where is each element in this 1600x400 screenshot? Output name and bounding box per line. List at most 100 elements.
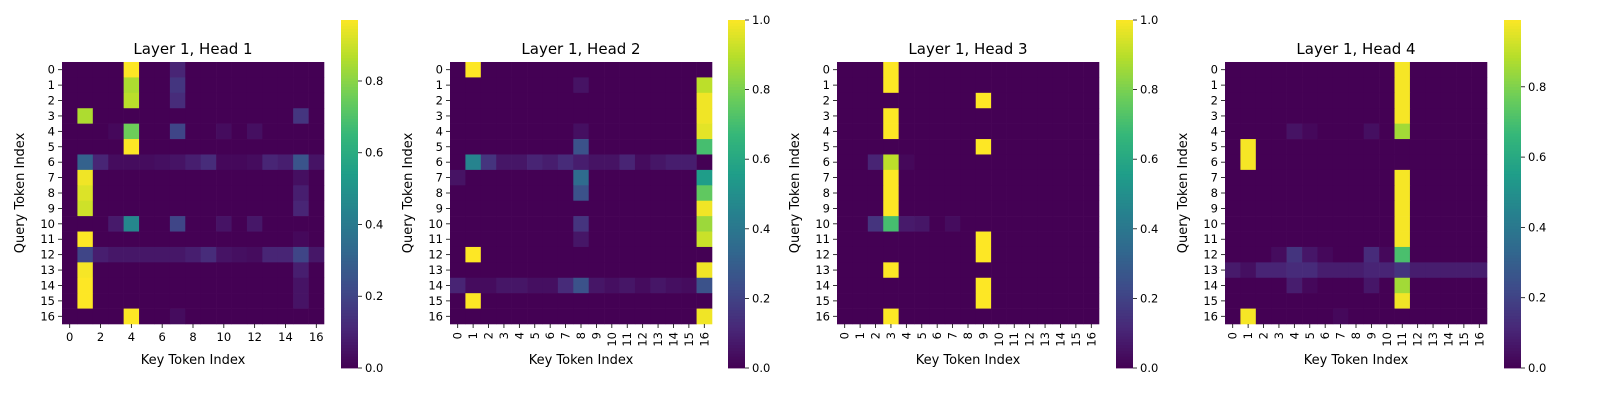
heatmap-cell (480, 62, 497, 78)
heatmap-cell (604, 231, 620, 248)
x-tick-label: 2 (97, 330, 104, 344)
colorbar-segment (1504, 283, 1521, 288)
colorbar-segment (1116, 191, 1133, 195)
heatmap-cell (650, 169, 667, 186)
heatmap-cell (1440, 185, 1457, 201)
heatmap-cell (1006, 169, 1023, 186)
heatmap-cell (619, 293, 636, 309)
heatmap-cell (883, 154, 899, 171)
heatmap-cell (588, 123, 605, 140)
colorbar-segment (341, 228, 358, 233)
heatmap-cell (991, 185, 1007, 201)
heatmap-cell (1286, 77, 1303, 94)
colorbar-segment (728, 133, 745, 137)
heatmap-cell (1302, 77, 1318, 94)
heatmap-cell (108, 185, 124, 201)
heatmap-cell (1456, 154, 1472, 171)
heatmap-cell (944, 231, 961, 248)
heatmap-cell (883, 108, 899, 124)
heatmap-cell (1440, 62, 1457, 78)
heatmap-cell (92, 277, 109, 294)
y-tick-label: 14 (1203, 278, 1218, 292)
heatmap-cell (619, 246, 636, 263)
colorbar-segment (341, 350, 358, 354)
heatmap-cell (1068, 92, 1084, 109)
y-tick-label: 0 (1211, 63, 1218, 77)
heatmap-cell (898, 123, 915, 140)
colorbar-segment (728, 194, 745, 198)
heatmap-cell (92, 62, 109, 78)
heatmap-cell (557, 62, 574, 78)
colorbar-segment (728, 89, 745, 93)
heatmap-cell (1240, 92, 1257, 109)
colorbar-segment (1116, 121, 1133, 125)
x-tick-label: 10 (605, 332, 619, 347)
heatmap-cell (527, 139, 543, 155)
colorbar-segment (341, 208, 358, 212)
colorbar-segment (1116, 237, 1133, 241)
heatmap-cell (308, 262, 325, 279)
heatmap-cell (944, 262, 961, 279)
colorbar-segment (341, 191, 358, 195)
heatmap-cell (139, 108, 155, 124)
heatmap-cell (960, 154, 976, 171)
heatmap-cell (1021, 169, 1038, 186)
heatmap-cell (231, 262, 248, 279)
x-tick-label: 13 (651, 332, 665, 347)
colorbar-segment (728, 101, 745, 105)
heatmap-cell (588, 246, 605, 263)
heatmap-cell (696, 92, 713, 109)
heatmap-cell (1440, 216, 1457, 232)
colorbar-segment (1504, 78, 1521, 82)
heatmap-cell (231, 200, 248, 217)
y-tick-label: 14 (815, 278, 830, 292)
colorbar-segment (728, 196, 745, 201)
heatmap-cell (1379, 77, 1395, 94)
heatmap-cell (1425, 123, 1442, 140)
colorbar-segment (1116, 153, 1133, 157)
heatmap-cell (169, 154, 186, 171)
heatmap-cell (960, 139, 976, 155)
heatmap-cell (450, 200, 466, 217)
heatmap-cell (696, 262, 713, 279)
heatmap-cell (867, 62, 884, 78)
heatmap-cell (123, 308, 140, 325)
heatmap-cell (634, 139, 651, 155)
colorbar-segment (341, 60, 358, 64)
heatmap-cell (496, 139, 512, 155)
y-tick-label: 3 (823, 109, 830, 123)
heatmap-cell (1037, 293, 1054, 309)
heatmap-cell (681, 231, 697, 248)
heatmap-cell (1021, 277, 1038, 294)
heatmap-cell (1225, 123, 1241, 140)
y-axis-label: Query Token Index (13, 132, 28, 253)
colorbar-segment (1116, 310, 1133, 314)
heatmap-cell (573, 154, 589, 171)
colorbar-segment (1504, 327, 1521, 331)
heatmap-cell (573, 231, 589, 248)
heatmap-cell (1409, 231, 1426, 248)
heatmap-cell (496, 169, 512, 186)
heatmap-cell (139, 139, 155, 155)
heatmap-cell (1456, 185, 1472, 201)
heatmap-cell (92, 77, 109, 94)
colorbar-segment (1504, 275, 1521, 279)
heatmap-cell (944, 139, 961, 155)
heatmap-cell (185, 246, 201, 263)
x-tick-label: 12 (1411, 332, 1425, 347)
heatmap-cell (665, 62, 682, 78)
heatmap-cell (837, 77, 853, 94)
heatmap-cell (573, 216, 589, 232)
heatmap-cell (1021, 231, 1038, 248)
heatmap-cell (1286, 293, 1303, 309)
heatmap-cell (154, 185, 171, 201)
heatmap-cell (262, 216, 279, 232)
heatmap-cell (1006, 277, 1023, 294)
heatmap-cell (1394, 123, 1411, 140)
heatmap-cell (200, 185, 217, 201)
heatmap-cell (557, 246, 574, 263)
colorbar-segment (341, 260, 358, 264)
x-tick-label: 13 (1426, 332, 1440, 347)
colorbar-segment (1504, 208, 1521, 212)
heatmap-cell (527, 277, 543, 294)
